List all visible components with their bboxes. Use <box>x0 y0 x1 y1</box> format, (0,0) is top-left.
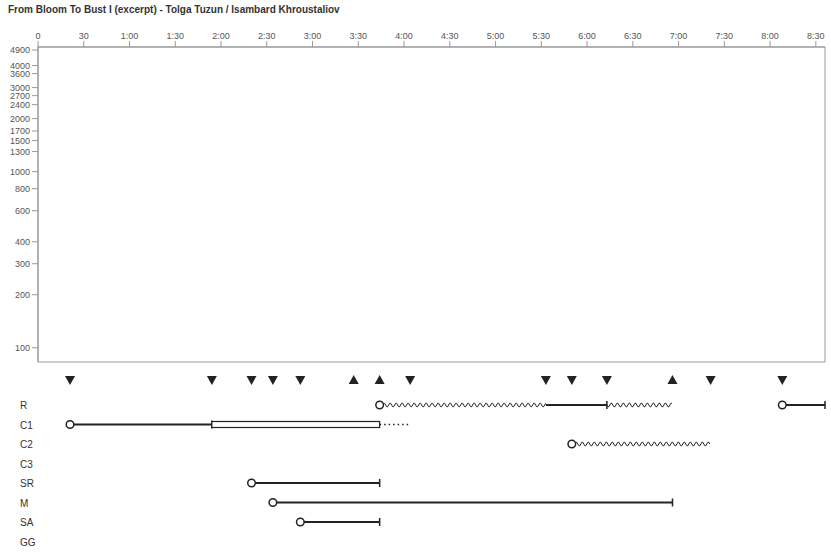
svg-text:2:00: 2:00 <box>212 31 230 41</box>
svg-text:400: 400 <box>15 237 30 247</box>
svg-text:SR: SR <box>20 478 34 489</box>
svg-text:2000: 2000 <box>10 114 30 124</box>
svg-text:200: 200 <box>15 290 30 300</box>
svg-text:2400: 2400 <box>10 100 30 110</box>
svg-text:C3: C3 <box>20 459 33 470</box>
svg-text:4:30: 4:30 <box>441 31 459 41</box>
svg-text:100: 100 <box>15 343 30 353</box>
svg-text:300: 300 <box>15 259 30 269</box>
svg-text:5:30: 5:30 <box>533 31 551 41</box>
svg-text:6:00: 6:00 <box>578 31 596 41</box>
svg-text:8:30: 8:30 <box>807 31 825 41</box>
svg-text:3600: 3600 <box>10 68 30 79</box>
svg-text:4900: 4900 <box>10 45 30 55</box>
svg-text:SA: SA <box>20 517 34 528</box>
svg-text:3:00: 3:00 <box>304 31 322 41</box>
svg-text:6:30: 6:30 <box>624 31 642 41</box>
svg-text:C1: C1 <box>20 420 33 431</box>
svg-text:5:00: 5:00 <box>487 31 505 41</box>
svg-text:600: 600 <box>15 206 30 216</box>
svg-text:1300: 1300 <box>10 147 30 157</box>
svg-text:0: 0 <box>35 31 40 41</box>
svg-text:C2: C2 <box>20 439 33 450</box>
html-text:From Bloom To Bust I (excerpt): From Bloom To Bust I (excerpt) - Tolga T… <box>8 4 340 15</box>
svg-text:1500: 1500 <box>10 136 30 146</box>
svg-text:GG: GG <box>20 537 36 548</box>
svg-text:4:00: 4:00 <box>395 31 413 41</box>
svg-text:1:00: 1:00 <box>121 31 139 41</box>
svg-text:3:30: 3:30 <box>350 31 368 41</box>
svg-text:M: M <box>20 498 28 509</box>
svg-text:30: 30 <box>79 31 89 41</box>
svg-text:7:00: 7:00 <box>670 31 688 41</box>
svg-text:1000: 1000 <box>10 167 30 177</box>
svg-text:2700: 2700 <box>10 90 30 101</box>
svg-text:R: R <box>20 400 27 411</box>
svg-text:8:00: 8:00 <box>761 31 779 41</box>
svg-text:4000: 4000 <box>10 61 30 71</box>
svg-text:1:30: 1:30 <box>167 31 185 41</box>
svg-text:1700: 1700 <box>10 126 30 136</box>
svg-text:2:30: 2:30 <box>258 31 276 41</box>
svg-text:7:30: 7:30 <box>716 31 734 41</box>
svg-text:3000: 3000 <box>10 83 30 93</box>
svg-text:800: 800 <box>15 184 30 194</box>
